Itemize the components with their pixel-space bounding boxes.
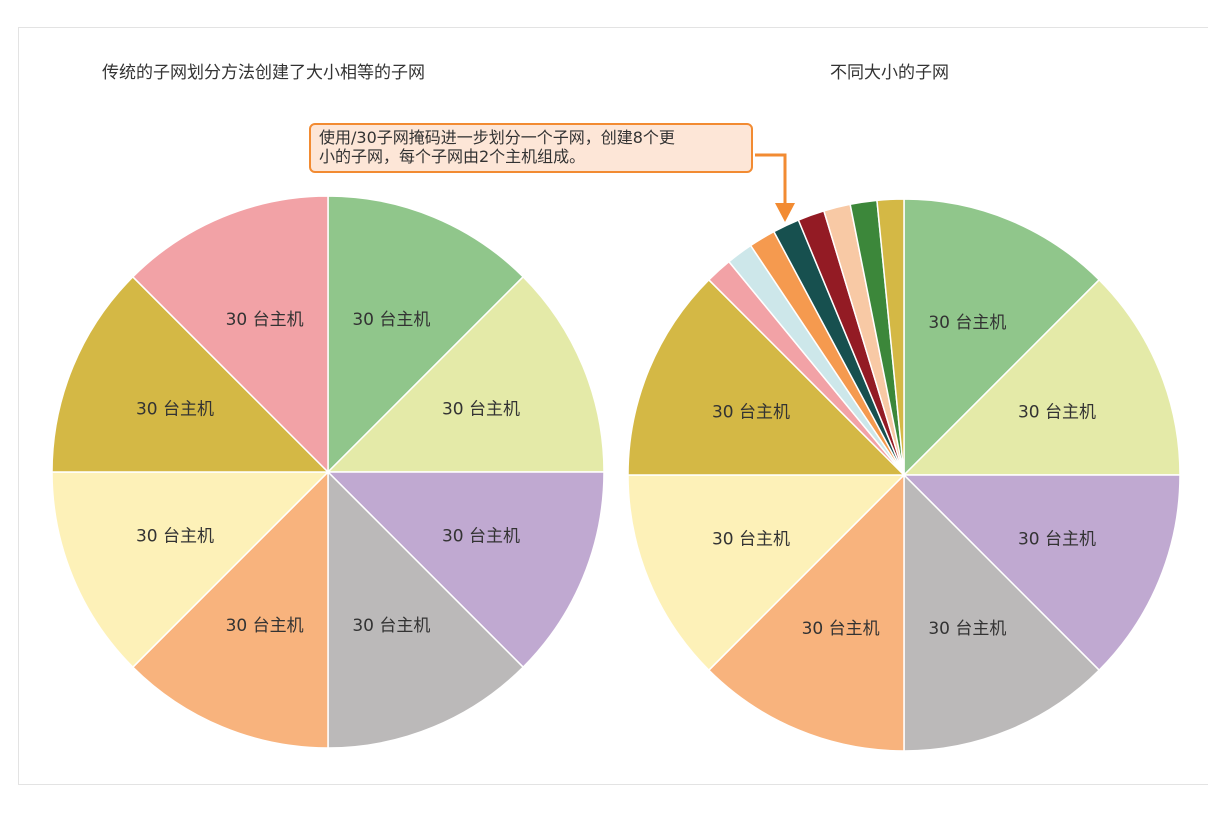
right-pie-slice-6 bbox=[627, 474, 905, 671]
left-pie-slice-3 bbox=[327, 471, 605, 668]
left-pie-slice-1 bbox=[327, 195, 524, 473]
left-pie-slice-4 bbox=[327, 471, 524, 749]
right-pie-slice-label-5: 30 台主机 bbox=[802, 619, 880, 639]
right-pie-slice-1 bbox=[903, 198, 1100, 476]
left-pie-chart: 30 台主机 30 台主机 30 台主机 30 台主机 30 台主机 30 台主机 30 台… bbox=[51, 195, 605, 749]
left-pie-slice-label-4: 30 台主机 bbox=[352, 616, 430, 636]
right-pie-slice-2 bbox=[903, 279, 1181, 476]
left-pie-slice-7 bbox=[51, 276, 329, 473]
callout-arrow-line bbox=[755, 153, 787, 206]
right-pie-slice-label-1: 30 台主机 bbox=[928, 313, 1006, 333]
right-pie-slice-label-6: 30 台主机 bbox=[712, 529, 790, 549]
right-pie-slice-label-7: 30 台主机 bbox=[712, 403, 790, 423]
right-pie-slice-4 bbox=[903, 474, 1100, 752]
right-pie-slice-5 bbox=[708, 474, 905, 752]
left-pie-slice-2 bbox=[327, 276, 605, 473]
left-pie-slice-label-1: 30 台主机 bbox=[352, 310, 430, 330]
callout-text-line-2: 小的子网，每个子网由2个主机组成。 bbox=[319, 147, 586, 166]
right-pie-slice-label-4: 30 台主机 bbox=[928, 619, 1006, 639]
right-pie-slice-3 bbox=[903, 474, 1181, 671]
left-pie-slice-label-5: 30 台主机 bbox=[226, 616, 304, 636]
right-pie-slice-label-3: 30 台主机 bbox=[1018, 529, 1096, 549]
callout-box: 使用/30子网掩码进一步划分一个子网，创建8个更 小的子网，每个子网由2个主机组… bbox=[309, 123, 753, 173]
callout-arrow bbox=[755, 153, 795, 222]
left-pie-slice-8 bbox=[132, 195, 329, 473]
right-pie-chart: 30 台主机 30 台主机 30 台主机 30 台主机 30 台主机 30 台主机 30 台… bbox=[627, 198, 1181, 752]
left-pie-slice-label-6: 30 台主机 bbox=[136, 526, 214, 546]
left-pie-slice-label-3: 30 台主机 bbox=[442, 526, 520, 546]
left-pie-slice-5 bbox=[132, 471, 329, 749]
left-chart-title: 传统的子网划分方法创建了大小相等的子网 bbox=[102, 63, 425, 83]
right-pie-slice-label-2: 30 台主机 bbox=[1018, 403, 1096, 423]
left-pie-slice-label-2: 30 台主机 bbox=[442, 400, 520, 420]
right-chart-title: 不同大小的子网 bbox=[830, 63, 949, 83]
right-pie-slice-15 bbox=[876, 198, 905, 476]
left-pie-slice-label-7: 30 台主机 bbox=[136, 400, 214, 420]
callout-arrow-head bbox=[775, 203, 795, 222]
left-pie-slice-6 bbox=[51, 471, 329, 668]
left-pie-slice-label-8: 30 台主机 bbox=[226, 310, 304, 330]
callout-text-line-1: 使用/30子网掩码进一步划分一个子网，创建8个更 bbox=[319, 128, 675, 147]
right-pie-slice-7 bbox=[627, 279, 905, 476]
